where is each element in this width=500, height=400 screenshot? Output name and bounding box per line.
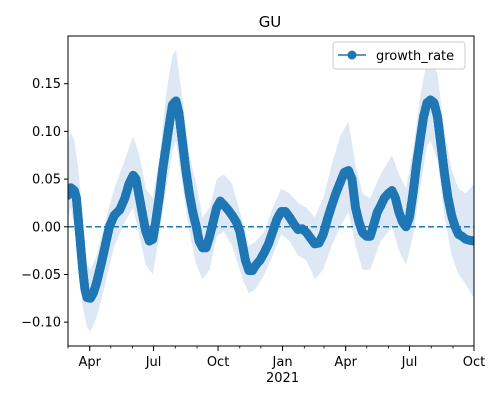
y-axis: −0.10 −0.05 0.00 0.05 0.10 0.15 [21,77,68,331]
x-tick-label: Apr [78,355,101,370]
x-tick-label: Jul [401,355,418,370]
x-tick-label: Oct [463,355,485,370]
legend-entry-growth-rate: growth_rate [376,49,454,64]
y-tick-label: −0.05 [21,268,61,283]
y-tick-label: −0.10 [21,316,61,331]
legend: growth_rate [332,41,466,70]
x-year-label: 2021 [266,371,299,386]
y-tick-label: 0.00 [32,220,61,235]
chart-title: GU [259,13,282,31]
y-tick-label: 0.15 [32,77,61,92]
y-tick-label: 0.05 [32,173,61,188]
series-layer [68,95,474,303]
x-tick-label: Jan [272,355,293,370]
data-point [469,236,474,246]
x-tick-label: Oct [207,355,229,370]
x-tick-label: Apr [334,355,357,370]
legend-box [332,41,466,70]
legend-dot-marker [347,50,357,60]
x-tick-label: Jul [145,355,162,370]
x-axis: Apr Jul Oct Jan Apr Jul Oct 2021 [67,346,485,386]
plot-frame [67,35,475,347]
y-tick-label: 0.10 [32,125,61,140]
